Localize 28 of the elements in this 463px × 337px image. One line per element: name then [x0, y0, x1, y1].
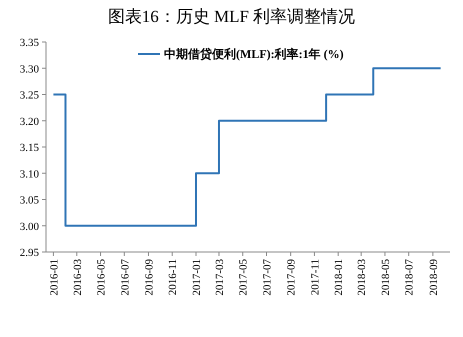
x-tick-label: 2016-09: [143, 258, 156, 296]
x-tick-label: 2018-09: [428, 258, 440, 296]
x-tick-label: 2017-01: [190, 259, 203, 296]
x-tick-label: 2017-05: [238, 258, 250, 296]
y-tick-label: 3.15: [20, 142, 40, 154]
legend-label: 中期借贷便利(MLF):利率:1年 (%): [164, 47, 344, 61]
y-tick-label: 3.10: [20, 168, 40, 180]
x-tick-label: 2017-07: [262, 258, 274, 296]
x-tick-label: 2016-11: [167, 259, 180, 296]
x-tick-label: 2018-01: [333, 259, 346, 296]
x-tick-label: 2018-05: [380, 258, 392, 296]
chart-title: 图表16：历史 MLF 利率调整情况: [108, 7, 356, 26]
x-tick-label: 2017-11: [309, 259, 322, 296]
x-tick-label: 2016-01: [48, 259, 60, 296]
y-tick-label: 3.25: [20, 90, 40, 102]
x-tick-label: 2016-05: [96, 258, 108, 296]
x-tick-label: 2017-03: [214, 258, 226, 296]
y-tick-label: 2.95: [20, 247, 40, 259]
y-tick-label: 3.05: [20, 194, 40, 206]
x-tick-label: 2016-03: [72, 258, 84, 296]
x-tick-label: 2018-07: [404, 258, 416, 296]
y-tick-label: 3.30: [20, 63, 40, 76]
y-tick-label: 3.20: [20, 116, 40, 128]
x-tick-label: 2017-09: [286, 258, 298, 296]
y-tick-label: 3.00: [20, 220, 40, 233]
x-tick-label: 2018-03: [356, 258, 368, 296]
y-tick-label: 3.35: [20, 37, 40, 49]
x-tick-label: 2016-07: [119, 258, 132, 296]
